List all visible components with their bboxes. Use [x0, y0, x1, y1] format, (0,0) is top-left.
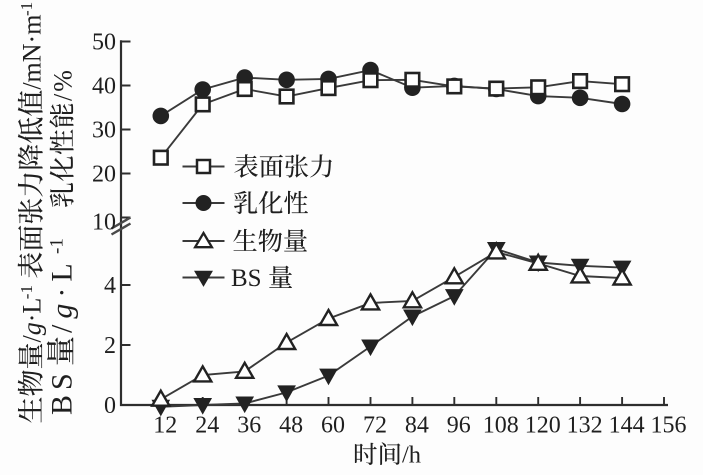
svg-text:20: 20: [92, 162, 116, 188]
svg-text:BS: BS: [46, 368, 79, 415]
svg-text:-1: -1: [47, 238, 68, 254]
svg-text:0: 0: [104, 393, 116, 419]
svg-text:/g·L: /g·L: [46, 257, 79, 333]
svg-text:72: 72: [363, 413, 387, 439]
svg-text:84: 84: [405, 413, 429, 439]
svg-text:/h: /h: [402, 442, 421, 469]
svg-text:10: 10: [92, 210, 116, 236]
svg-text:24: 24: [195, 413, 219, 439]
svg-text:12: 12: [153, 413, 177, 439]
svg-text:4: 4: [104, 273, 116, 299]
svg-text:144: 144: [609, 413, 645, 439]
svg-text:BS: BS: [231, 265, 262, 292]
svg-text:156: 156: [651, 413, 687, 439]
svg-text:48: 48: [279, 413, 303, 439]
svg-text:/%: /%: [49, 68, 78, 101]
svg-text:120: 120: [525, 413, 561, 439]
svg-text:108: 108: [483, 413, 519, 439]
svg-text:/g·L: /g·L: [18, 298, 47, 343]
svg-text:96: 96: [447, 413, 471, 439]
svg-text:30: 30: [92, 118, 116, 144]
svg-text:132: 132: [567, 413, 603, 439]
svg-text:50: 50: [92, 30, 116, 56]
svg-text:60: 60: [321, 413, 345, 439]
svg-text:40: 40: [92, 74, 116, 100]
svg-text:/mN·m: /mN·m: [18, 15, 47, 90]
svg-text:2: 2: [104, 333, 116, 359]
svg-text:36: 36: [237, 413, 261, 439]
svg-text:-1: -1: [17, 285, 36, 299]
svg-text:-1: -1: [17, 2, 36, 16]
